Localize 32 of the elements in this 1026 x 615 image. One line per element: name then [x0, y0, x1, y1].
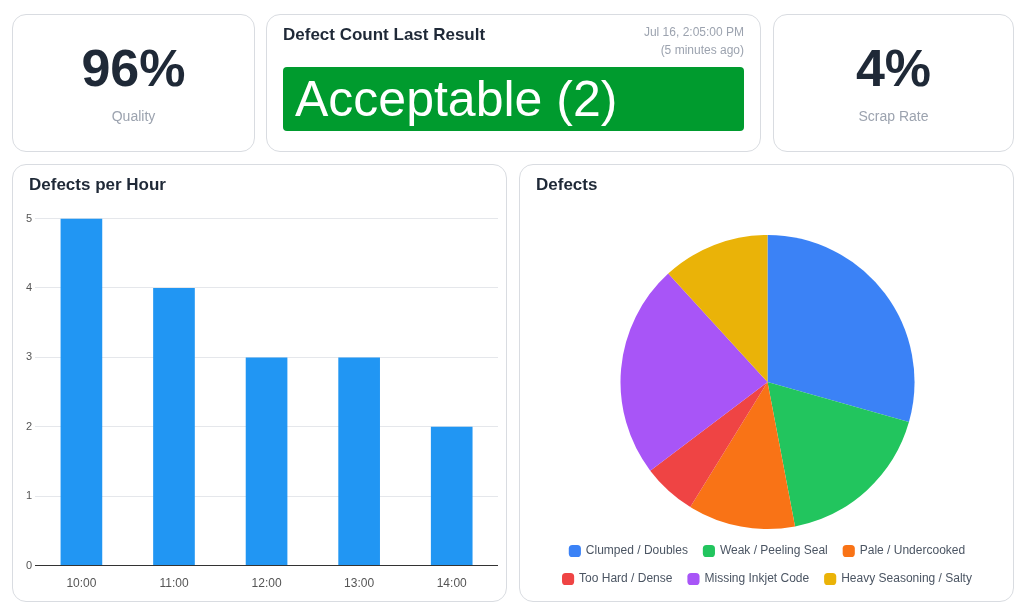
y-tick-label: 2	[25, 419, 33, 432]
legend-label: Pale / Undercooked	[859, 543, 966, 558]
text: Quality	[111, 108, 156, 124]
y-tick-label: 5	[25, 211, 33, 224]
x-tick-label: 13:00	[344, 576, 375, 591]
legend-label: Too Hard / Dense	[579, 571, 673, 586]
text: Jul 16, 2:05:00 PM	[643, 24, 744, 41]
bar	[60, 218, 103, 566]
x-tick-label: 11:00	[159, 576, 189, 591]
y-tick-label: 0	[25, 558, 33, 571]
text: Scrap Rate	[858, 108, 929, 124]
text: 4%	[855, 39, 932, 97]
x-tick-label: 12:00	[251, 576, 282, 591]
y-tick-label: 1	[25, 489, 33, 502]
text: Defect Count Last Result	[283, 25, 486, 45]
bar	[153, 288, 195, 566]
bar	[430, 426, 473, 566]
x-tick-label: 14:00	[436, 576, 468, 591]
legend-label: Clumped / Doubles	[585, 543, 688, 558]
legend-label: Heavy Seasoning / Salty	[841, 571, 972, 586]
y-tick-label: 4	[25, 281, 33, 294]
x-tick-label: 10:00	[66, 576, 97, 591]
text: 96%	[81, 39, 186, 97]
text: (5 minutes ago)	[659, 42, 744, 59]
bar	[338, 357, 380, 566]
bar	[245, 357, 288, 566]
y-tick-label: 3	[25, 350, 33, 363]
status-banner: Acceptable (2)	[283, 67, 744, 131]
legend-label: Weak / Peeling Seal	[719, 543, 828, 558]
legend-label: Missing Inkjet Code	[704, 571, 810, 586]
chart-title: Defects per Hour	[29, 175, 166, 195]
chart-title: Defects	[536, 175, 598, 195]
